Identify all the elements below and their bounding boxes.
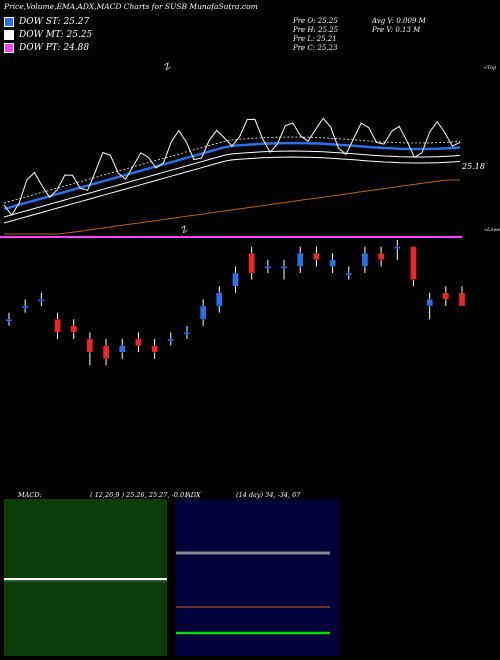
legend-swatch-mt (4, 30, 14, 40)
legend-label-mt: DOW MT: 25.25 (19, 30, 93, 40)
candle-body (410, 246, 417, 280)
candle-body (345, 272, 352, 276)
candle-body (297, 253, 304, 267)
macd-params: ( 12,26,9 ) 25.26, 25.27, -0.01 (90, 491, 189, 499)
candle-body (458, 292, 466, 307)
candle-body (442, 292, 449, 300)
panel-lines (4, 551, 330, 635)
candle-body (329, 259, 336, 267)
macd-label: MACD: (18, 491, 42, 499)
candle-body (86, 338, 94, 353)
upper-label: «Top (484, 65, 497, 71)
lower-band-line (0, 236, 462, 238)
legend-swatch-pt (4, 43, 14, 53)
candle-body (22, 305, 29, 309)
ema-slow-line (4, 179, 460, 235)
ohlc-low: Pre L: 25.21 (293, 35, 337, 43)
adx-label: ADX (186, 491, 201, 499)
candle-body (151, 345, 158, 353)
candle-body (313, 253, 320, 260)
lower-label: «Lower (484, 227, 500, 233)
legend-dow-mt: DOW MT: 25.25 (4, 30, 92, 40)
candle-body (102, 345, 110, 359)
legend-dow-st: DOW ST: 25.27 (4, 17, 89, 27)
candles (5, 240, 466, 366)
ema-lines (0, 117, 462, 238)
candle-body (361, 253, 369, 267)
ema-band-lower (3, 156, 461, 224)
chart-title: Price,Volume,EMA,ADX,MACD Charts for SUS… (4, 2, 258, 11)
candle-body (199, 305, 207, 320)
adx-panel (176, 499, 339, 656)
legend-dow-pt: DOW PT: 24.88 (4, 43, 89, 53)
candle-body (183, 332, 191, 335)
adx-params: (14 day) 34, -34, 67 (236, 491, 301, 499)
macd-panel (4, 499, 167, 656)
ema-band-mid (3, 150, 461, 218)
price-line (3, 117, 461, 216)
candle-body (280, 266, 288, 269)
candle-body (264, 266, 272, 269)
candle-body (232, 272, 239, 287)
candle-body (377, 253, 385, 260)
prev-volume: Pre V: 0.13 M (372, 26, 421, 34)
ohlc-open: Pre O: 25.25 (293, 17, 338, 25)
ohlc-high: Pre H: 25.25 (293, 26, 339, 34)
candle-body (426, 299, 433, 307)
candle-body (119, 345, 126, 353)
ohlc-close: Pre C: 25.23 (293, 44, 338, 52)
candle-body (5, 319, 13, 322)
avg-volume: Avg V: 0.009 M (372, 17, 426, 25)
legend-label-st: DOW ST: 25.27 (19, 17, 90, 27)
candle-body (216, 292, 223, 307)
ema-dashed-line (3, 136, 461, 204)
candle-body (70, 325, 77, 333)
legend-label-pt: DOW PT: 24.88 (19, 43, 90, 53)
candle-body (394, 246, 401, 249)
candle-body (167, 338, 174, 342)
candle-body (54, 319, 61, 333)
last-price-label: 25.18 (462, 162, 485, 171)
candle-body (248, 253, 255, 274)
candle-body (135, 338, 142, 346)
legend-swatch-st (4, 17, 14, 27)
candle-body (38, 299, 45, 302)
